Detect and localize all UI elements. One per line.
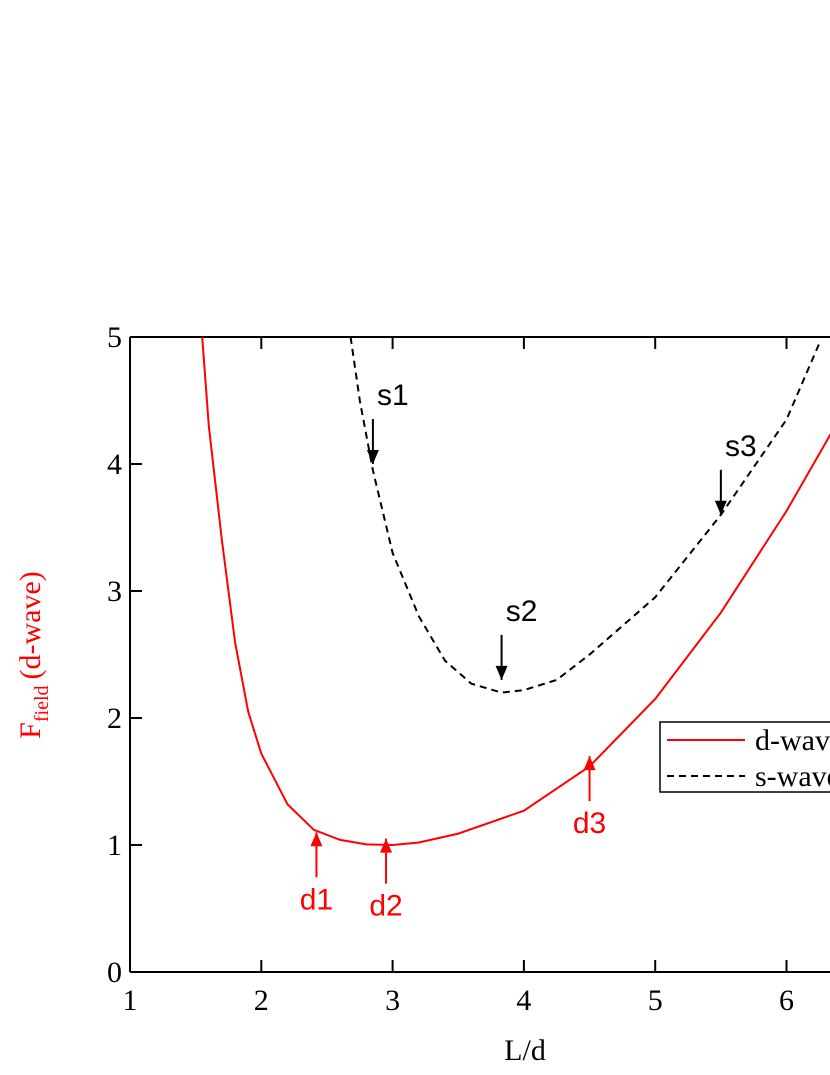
annotation-arrowhead: [366, 450, 379, 464]
y-label-rest: (d-wave): [14, 571, 47, 679]
x-tick-label: 2: [254, 984, 269, 1017]
x-tick-label: 4: [516, 984, 531, 1017]
annotation-label: d2: [369, 890, 402, 923]
annotation-label: d3: [573, 807, 606, 840]
annotation-label: d1: [300, 883, 333, 916]
plot-area: [201, 337, 830, 847]
annotation-label: s3: [725, 430, 757, 463]
annotation-label: s1: [377, 379, 409, 412]
y-label-sub: field: [31, 685, 53, 722]
series-line: [349, 337, 821, 694]
annotation-arrowhead: [714, 500, 727, 515]
annotation-arrowhead: [310, 832, 323, 847]
x-axis-label: L/d: [504, 1034, 546, 1067]
y-label-main: F: [14, 722, 47, 739]
x-tick-label: 6: [779, 984, 794, 1017]
legend-box: [659, 721, 830, 793]
y-tick-label: 4: [107, 448, 122, 481]
series-line: [201, 337, 830, 847]
annotation-arrowhead: [495, 665, 508, 680]
y-tick-label: 0: [107, 956, 122, 989]
x-tick-label: 1: [123, 984, 138, 1017]
legend-label: s-wave: [755, 760, 830, 793]
y-axis-label: Ffield (d-wave): [14, 571, 53, 739]
y-tick-label: 1: [107, 829, 122, 862]
legend-label: d-wave: [755, 724, 830, 757]
x-tick-label: 3: [385, 984, 400, 1017]
annotation-arrowhead: [380, 838, 393, 853]
annotation-arrowhead: [583, 756, 596, 771]
y-tick-label: 3: [107, 575, 122, 608]
y-tick-label: 2: [107, 702, 122, 735]
annotation-label: s2: [506, 595, 538, 628]
x-tick-label: 5: [648, 984, 663, 1017]
y-tick-label: 5: [107, 321, 122, 354]
